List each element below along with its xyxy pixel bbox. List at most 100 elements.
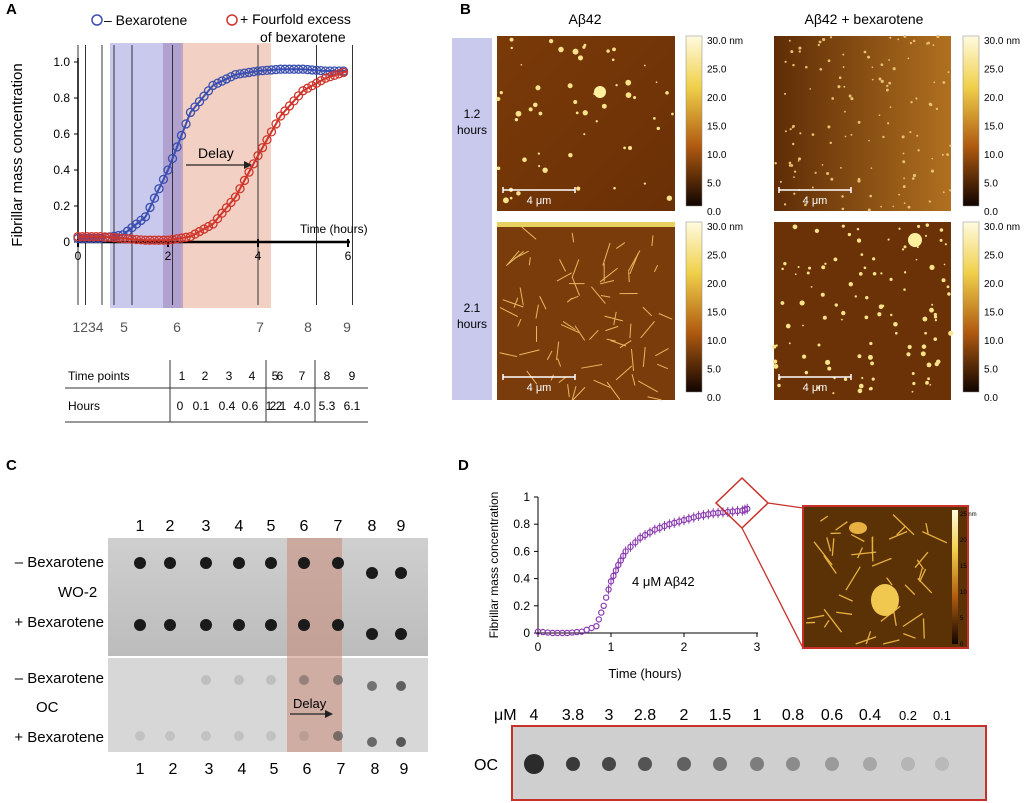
afm-feature [576, 186, 581, 191]
afm-feature [924, 234, 928, 237]
afm-feature [871, 66, 874, 69]
c-top-number: 7 [334, 518, 343, 535]
time-point-labels: 1234 5 6 7 8 9 [72, 319, 351, 335]
afm-feature [949, 189, 952, 192]
afm-feature [643, 182, 646, 185]
afm-fibril [590, 286, 606, 304]
c-spot [298, 557, 310, 569]
d-oc-spot [750, 757, 764, 771]
c-spot [134, 557, 146, 569]
a-point [145, 202, 155, 213]
d-x-tick: 2 [681, 640, 688, 654]
color-bar-tick: 0.0 [984, 393, 998, 404]
afm-feature [811, 186, 814, 189]
afm-feature [783, 92, 787, 95]
afm-feature [856, 227, 860, 231]
inset-fibril [914, 551, 929, 569]
afm-feature [623, 146, 627, 150]
d-oc-spot [901, 757, 915, 771]
c-delay-band [287, 538, 342, 752]
legend-plus-2: of bexarotene [260, 29, 346, 45]
afm-fibril [600, 295, 611, 298]
afm-fibril [507, 251, 524, 266]
color-bar-tick: 0.0 [984, 207, 998, 218]
a-point [73, 231, 83, 242]
afm-feature [516, 191, 521, 196]
afm-feature [611, 58, 615, 62]
c-bottom-number: 7 [337, 761, 346, 778]
a-point [239, 175, 250, 186]
afm-feature [933, 337, 938, 342]
inset-fibril [823, 608, 843, 633]
afm-feature [934, 361, 939, 367]
d-oc-spot [602, 757, 616, 771]
d-x-tick: 3 [754, 640, 761, 654]
afm-feature [920, 351, 926, 357]
afm-feature [520, 64, 523, 66]
a-point [95, 231, 106, 242]
afm-feature [889, 36, 892, 39]
afm-feature [917, 149, 920, 152]
afm-feature [872, 257, 876, 261]
inset-fibril [831, 538, 835, 556]
a-point [226, 197, 236, 208]
a-point [86, 231, 97, 242]
afm-feature [911, 177, 915, 180]
a-point [203, 86, 214, 96]
afm-feature [909, 131, 912, 134]
a-point [167, 234, 178, 245]
afm-fibril [567, 384, 570, 398]
afm-feature [843, 110, 846, 113]
a-point [325, 72, 335, 82]
afm-feature [601, 103, 607, 109]
inset-fibril [886, 577, 893, 586]
b-row2-line1: 2.1 [464, 301, 481, 315]
afm-fibril [658, 313, 673, 320]
afm-feature [885, 88, 889, 92]
a-delay-text: Delay [198, 145, 234, 161]
afm-fibril [637, 380, 659, 393]
afm-feature [868, 387, 872, 391]
panel-letter-d: D [458, 457, 469, 474]
panel-letter-c: C [6, 457, 17, 474]
d-y-tick: 1 [523, 490, 530, 504]
inset-fibril [888, 530, 908, 540]
panel-d: D 00.20.40.60.810 1 2 3 Fibrillar mass conc… [458, 457, 987, 801]
a-point [122, 234, 133, 244]
afm-feature [830, 177, 834, 181]
afm-feature [933, 315, 938, 319]
d-concentration: 0.4 [859, 707, 881, 724]
afm-fibril [566, 297, 573, 303]
a-point [257, 65, 268, 76]
d-inset-image [802, 505, 969, 649]
table-cell: 2.1 [270, 399, 287, 413]
d-zoom-diamond [714, 476, 770, 530]
afm-feature [927, 377, 930, 381]
time-point-label: 1234 [72, 319, 103, 335]
b-side-band [452, 38, 492, 400]
b-col1: Aβ42 [569, 11, 602, 27]
a-point [113, 233, 124, 243]
color-bar-tick: 0.0 [707, 207, 721, 218]
afm-fibril [519, 287, 524, 306]
d-point [612, 567, 620, 574]
afm-features [496, 34, 954, 401]
afm-feature [793, 192, 796, 195]
d-concentration: 3 [605, 707, 614, 724]
c-spot [367, 681, 377, 691]
scale-bar-label: 4 μm [527, 195, 552, 207]
a-point [271, 119, 281, 129]
afm-feature [656, 126, 661, 131]
afm-fibril [571, 277, 580, 296]
afm-feature [915, 97, 918, 100]
afm-feature [942, 191, 945, 194]
afm-fibril [602, 242, 611, 266]
a-point [194, 226, 205, 237]
a-x-tick: 2 [165, 249, 172, 263]
table-cell: 8 [324, 369, 331, 383]
afm-feature [665, 91, 669, 95]
c-bottom-number: 2 [169, 761, 178, 778]
afm-fibril [559, 259, 567, 272]
afm-feature [903, 271, 907, 274]
a-point [316, 76, 326, 86]
